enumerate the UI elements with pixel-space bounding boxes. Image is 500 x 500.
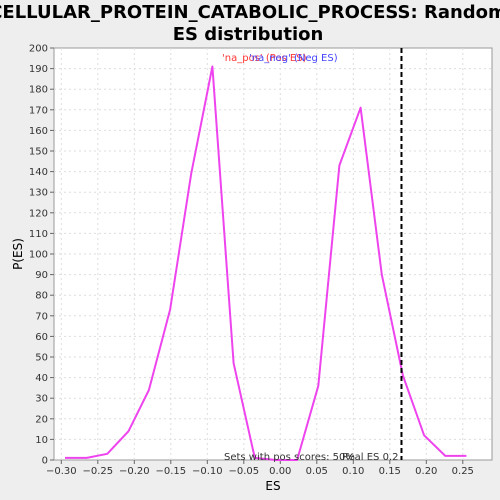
es-distribution-line [65, 65, 467, 461]
x-axis-ticks: −0.30 −0.25 −0.20 −0.15 −0.10 −0.05 0.00 0.05 0.… [46, 460, 474, 477]
x-tick-label: 0.05 [306, 466, 328, 477]
y-tick-label: 0 [42, 456, 48, 467]
x-tick-label: 0.20 [415, 466, 437, 477]
y-tick-label: 20 [35, 414, 48, 425]
real-es-layer: Real ES 0.2 [342, 48, 403, 463]
x-tick-label: −0.20 [119, 466, 150, 477]
y-tick-label: 160 [29, 126, 48, 137]
y-tick-label: 150 [29, 147, 48, 158]
y-tick-label: 140 [29, 167, 48, 178]
x-tick-label: 0.25 [452, 466, 474, 477]
grid-lines [54, 48, 492, 460]
y-tick-label: 10 [35, 435, 48, 446]
x-tick-label: −0.30 [46, 466, 77, 477]
y-tick-label: 80 [35, 291, 48, 302]
y-tick-label: 120 [29, 208, 48, 219]
x-tick-label: −0.10 [192, 466, 223, 477]
chart-title-line-2: ES distribution [173, 24, 324, 45]
y-tick-label: 90 [35, 270, 48, 281]
y-tick-label: 50 [35, 353, 48, 364]
y-tick-label: 100 [29, 250, 48, 261]
y-axis-ticks: 0 10 20 30 40 50 60 70 80 90 100 110 120 130 140 150 160… [29, 44, 54, 467]
chart-title-line-1: CELLULAR_PROTEIN_CATABOLIC_PROCESS: Rand… [0, 2, 500, 23]
legend-pos-label: 'na_pos' (Pos ES) [222, 53, 307, 64]
x-tick-label: 0.15 [379, 466, 401, 477]
y-tick-label: 200 [29, 44, 48, 55]
y-tick-label: 40 [35, 373, 48, 384]
y-tick-label: 70 [35, 311, 48, 322]
y-tick-label: 170 [29, 105, 48, 116]
y-tick-label: 30 [35, 394, 48, 405]
y-tick-label: 190 [29, 64, 48, 75]
real-es-label: Real ES 0.2 [342, 452, 398, 463]
y-tick-label: 60 [35, 332, 48, 343]
x-axis-label: ES [265, 479, 280, 493]
x-tick-label: −0.25 [82, 466, 113, 477]
x-tick-label: −0.15 [155, 466, 186, 477]
sets-annotation: Sets with pos scores: 50% [224, 452, 355, 463]
series-layer [65, 65, 467, 461]
x-tick-label: −0.05 [228, 466, 259, 477]
y-axis-label: P(ES) [11, 238, 25, 270]
legend-neg-label: 'na_neg' (Neg ES) [249, 53, 338, 64]
y-tick-label: 180 [29, 85, 48, 96]
y-tick-label: 110 [29, 229, 48, 240]
x-tick-label: 0.10 [342, 466, 364, 477]
y-tick-label: 130 [29, 188, 48, 199]
x-tick-label: 0.00 [269, 466, 291, 477]
